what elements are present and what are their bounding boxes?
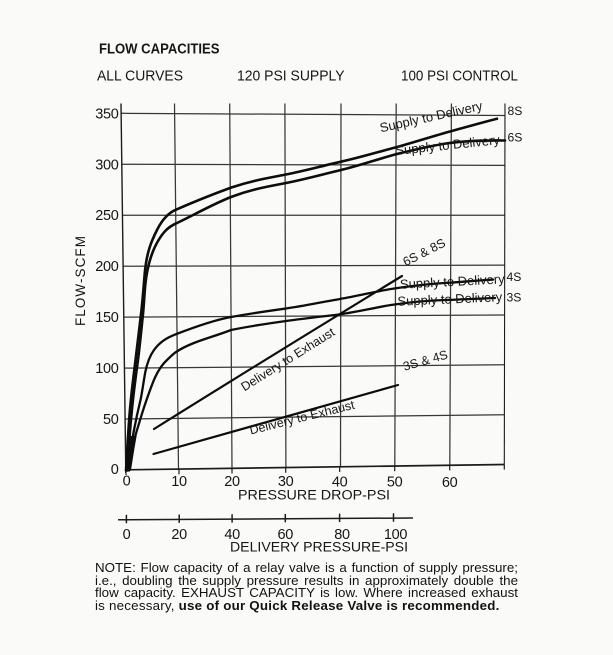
svg-text:DELIVERY PRESSURE-PSI: DELIVERY PRESSURE-PSI [230,540,408,555]
svg-text:60: 60 [442,475,458,491]
svg-text:30: 30 [278,474,294,490]
svg-text:10: 10 [171,474,187,490]
svg-text:Supply to Delivery: Supply to Delivery [395,132,501,158]
svg-text:3S & 4S: 3S & 4S [401,348,449,374]
svg-text:100 PSI CONTROL: 100 PSI CONTROL [401,68,518,84]
svg-text:ALL CURVES: ALL CURVES [97,68,183,84]
svg-text:0: 0 [111,462,119,478]
svg-text:FLOW CAPACITIES: FLOW CAPACITIES [99,41,220,58]
svg-text:200: 200 [95,259,119,275]
svg-text:Supply to Delivery: Supply to Delivery [397,289,503,309]
svg-text:0: 0 [123,474,131,490]
svg-text:8S: 8S [508,104,523,118]
svg-text:300: 300 [95,157,119,173]
svg-text:PRESSURE DROP-PSI: PRESSURE DROP-PSI [238,488,390,503]
svg-text:6S & 8S: 6S & 8S [401,236,448,269]
svg-text:20: 20 [171,527,187,543]
svg-text:50: 50 [103,412,119,428]
svg-text:40: 40 [332,474,348,490]
svg-text:50: 50 [387,475,403,491]
svg-text:350: 350 [95,106,119,122]
svg-text:Delivery to Exhaust: Delivery to Exhaust [239,325,338,394]
svg-text:0: 0 [123,527,131,543]
svg-text:40: 40 [224,527,240,543]
svg-text:4S: 4S [507,270,522,284]
svg-text:80: 80 [334,527,350,543]
svg-text:20: 20 [224,474,240,490]
svg-text:Supply to Delivery: Supply to Delivery [378,98,484,135]
svg-text:Supply to Delivery: Supply to Delivery [400,271,506,291]
svg-text:120 PSI SUPPLY: 120 PSI SUPPLY [237,68,345,84]
svg-text:150: 150 [95,310,119,326]
svg-text:250: 250 [95,208,119,224]
svg-text:100: 100 [95,361,119,377]
svg-text:6S: 6S [508,131,523,145]
svg-text:100: 100 [384,527,408,543]
svg-text:60: 60 [278,527,294,543]
svg-text:3S: 3S [507,290,522,304]
svg-text:FLOW-SCFM: FLOW-SCFM [73,235,88,326]
